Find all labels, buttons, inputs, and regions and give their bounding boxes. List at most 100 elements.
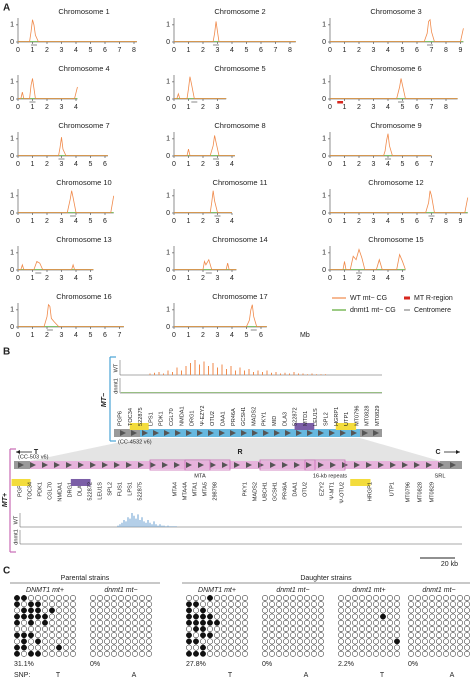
x-tick-label: 3 bbox=[60, 332, 64, 339]
cpg-site bbox=[90, 650, 96, 657]
gene-arrow bbox=[18, 462, 24, 468]
cpg-site bbox=[49, 650, 55, 657]
cpg-site bbox=[42, 619, 48, 626]
cpg-site bbox=[186, 638, 192, 645]
cpg-site bbox=[457, 619, 463, 626]
cpg-site bbox=[214, 619, 220, 626]
gene-arrow bbox=[198, 462, 204, 468]
cpg-site bbox=[21, 632, 27, 639]
cpg-site bbox=[63, 619, 69, 626]
x-tick-label: 3 bbox=[372, 218, 376, 225]
gene-arrow bbox=[378, 462, 384, 468]
cpg-site bbox=[63, 601, 69, 608]
cpg-site bbox=[443, 626, 449, 632]
gene-arrow bbox=[329, 430, 335, 436]
cpg-site bbox=[262, 607, 268, 614]
line-series bbox=[330, 190, 469, 213]
cpg-site bbox=[200, 595, 206, 601]
cpg-site bbox=[352, 638, 358, 645]
track-label: dnmt1 bbox=[113, 378, 119, 394]
cpg-site bbox=[118, 613, 124, 620]
cpg-site bbox=[283, 644, 289, 651]
cpg-site bbox=[318, 632, 324, 639]
cpg-site bbox=[90, 626, 96, 632]
x-tick-label: 3 bbox=[372, 104, 376, 111]
x-tick-label: 4 bbox=[74, 332, 78, 339]
cpg-site bbox=[125, 632, 131, 639]
gene-arrow bbox=[351, 430, 357, 436]
cpg-site bbox=[139, 619, 145, 626]
y-tick-label: 1 bbox=[322, 79, 326, 86]
header: Parental strains bbox=[61, 575, 110, 582]
x-tick-label: 2 bbox=[201, 104, 205, 111]
cpg-site bbox=[104, 595, 110, 601]
x-tick-label: 7 bbox=[118, 332, 122, 339]
cpg-site bbox=[394, 619, 400, 626]
gene-arrow bbox=[270, 462, 276, 468]
cpg-site bbox=[42, 644, 48, 651]
cpg-site bbox=[42, 626, 48, 632]
chart-title: Chromosome 14 bbox=[212, 235, 267, 244]
snp-label: T bbox=[228, 672, 233, 679]
cpg-site bbox=[311, 595, 317, 601]
chart-title: Chromosome 7 bbox=[58, 121, 109, 130]
x-tick-label: 2 bbox=[357, 47, 361, 54]
cpg-site bbox=[49, 619, 55, 626]
y-tick-label: 1 bbox=[166, 307, 170, 314]
x-tick-label: 8 bbox=[444, 218, 448, 225]
chart-title: Chromosome 3 bbox=[370, 7, 421, 16]
locus-label: MT− bbox=[101, 393, 108, 407]
highlight bbox=[294, 422, 315, 430]
region-label: MTA bbox=[194, 473, 206, 479]
cpg-site bbox=[132, 638, 138, 645]
x-unit: Mb bbox=[300, 332, 310, 339]
y-tick-label: 1 bbox=[166, 250, 170, 257]
locus-label: MT+ bbox=[2, 493, 9, 507]
cpg-site bbox=[366, 626, 372, 632]
gene-label: GCSH1 bbox=[272, 482, 278, 501]
cpg-site bbox=[276, 644, 282, 651]
cpg-site bbox=[70, 619, 76, 626]
cpg-site bbox=[139, 638, 145, 645]
y-tick-label: 0 bbox=[10, 210, 14, 217]
cpg-site bbox=[318, 601, 324, 608]
x-tick-label: 8 bbox=[132, 47, 136, 54]
x-tick-label: 6 bbox=[259, 332, 263, 339]
cpg-site bbox=[193, 613, 199, 620]
cpg-site bbox=[387, 632, 393, 639]
cpg-site bbox=[97, 601, 103, 608]
cpg-site bbox=[56, 632, 62, 639]
cpg-site bbox=[276, 595, 282, 601]
cpg-site bbox=[242, 650, 248, 657]
cpg-site bbox=[283, 607, 289, 614]
cpg-site bbox=[139, 595, 145, 601]
x-tick-label: 3 bbox=[60, 218, 64, 225]
x-tick-label: 2 bbox=[201, 218, 205, 225]
cpg-site bbox=[49, 607, 55, 614]
cpg-site bbox=[408, 644, 414, 651]
x-tick-label: 1 bbox=[343, 275, 347, 282]
y-tick-label: 0 bbox=[166, 210, 170, 217]
cpg-site bbox=[56, 601, 62, 608]
cpg-site bbox=[373, 595, 379, 601]
cpg-site bbox=[380, 613, 386, 620]
cpg-site bbox=[457, 607, 463, 614]
cpg-site bbox=[429, 644, 435, 651]
gene-arrow bbox=[450, 462, 456, 468]
gene-label: 522875 bbox=[138, 407, 144, 426]
cpg-site bbox=[242, 644, 248, 651]
cpg-site bbox=[235, 650, 241, 657]
gene-arrow bbox=[285, 430, 291, 436]
cpg-site bbox=[276, 650, 282, 657]
cpg-site bbox=[35, 626, 41, 632]
cpg-site bbox=[352, 632, 358, 639]
cpg-site bbox=[207, 613, 213, 620]
cpg-site bbox=[394, 626, 400, 632]
cpg-site bbox=[338, 601, 344, 608]
gene-label: MTA5 bbox=[202, 482, 208, 497]
cpg-site bbox=[104, 644, 110, 651]
cpg-site bbox=[262, 619, 268, 626]
cpg-site bbox=[70, 595, 76, 601]
gene-label: LEU1S bbox=[313, 408, 319, 426]
